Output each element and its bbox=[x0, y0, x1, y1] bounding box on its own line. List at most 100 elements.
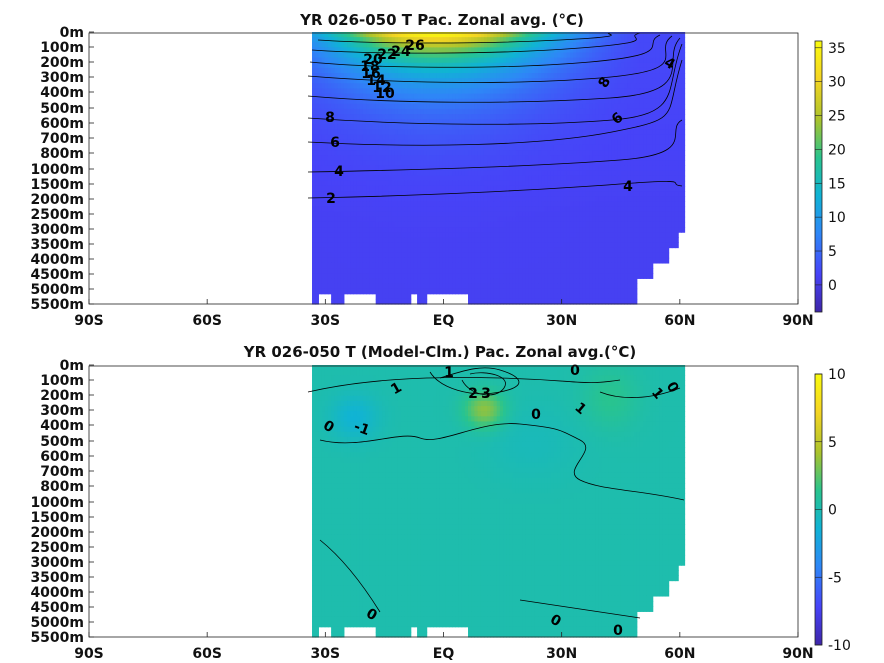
field-cell bbox=[312, 42, 316, 48]
field-cell bbox=[426, 93, 431, 100]
field-cell bbox=[455, 134, 460, 141]
field-cell bbox=[531, 42, 536, 48]
field-cell bbox=[401, 47, 405, 54]
field-cell bbox=[503, 150, 507, 156]
field-cell bbox=[589, 129, 593, 136]
field-cell bbox=[563, 129, 568, 136]
field-cell bbox=[646, 78, 651, 84]
field-cell bbox=[601, 155, 606, 161]
field-cell bbox=[534, 150, 539, 156]
field-cell bbox=[643, 37, 647, 43]
field-cell bbox=[633, 119, 638, 125]
field-cell bbox=[480, 37, 485, 43]
field-cell bbox=[426, 88, 431, 95]
field-cell bbox=[589, 37, 593, 43]
field-cell bbox=[417, 160, 421, 167]
field-cell bbox=[598, 119, 603, 125]
field-cell bbox=[388, 88, 393, 95]
field-cell bbox=[312, 32, 316, 38]
field-cell bbox=[659, 160, 663, 167]
field-cell bbox=[522, 42, 526, 48]
field-cell bbox=[541, 73, 546, 79]
field-cell bbox=[480, 103, 485, 110]
field-cell bbox=[321, 47, 326, 54]
field-cell bbox=[315, 37, 319, 43]
field-cell bbox=[528, 78, 533, 84]
field-cell bbox=[566, 52, 571, 59]
field-cell bbox=[324, 73, 329, 79]
field-cell bbox=[576, 83, 581, 90]
field-cell bbox=[643, 52, 647, 59]
field-cell bbox=[420, 103, 425, 110]
field-cell bbox=[474, 78, 479, 84]
field-cell bbox=[503, 139, 507, 146]
field-cell bbox=[426, 155, 431, 161]
field-cell bbox=[445, 114, 450, 120]
field-cell bbox=[448, 73, 453, 79]
field-cell bbox=[401, 139, 405, 146]
field-cell bbox=[573, 42, 577, 48]
field-cell bbox=[343, 155, 348, 161]
field-cell bbox=[327, 47, 332, 54]
field-cell bbox=[553, 160, 558, 167]
field-cell bbox=[659, 52, 663, 59]
field-cell bbox=[372, 78, 377, 84]
field-cell bbox=[617, 139, 622, 146]
field-cell bbox=[382, 47, 386, 54]
field-cell bbox=[496, 108, 501, 115]
field-cell bbox=[429, 129, 434, 136]
field-cell bbox=[461, 134, 466, 141]
field-cell bbox=[614, 160, 619, 167]
field-cell bbox=[595, 32, 600, 38]
field-cell bbox=[347, 108, 351, 115]
field-cell bbox=[515, 88, 520, 95]
field-cell bbox=[461, 98, 466, 105]
field-cell bbox=[439, 129, 444, 136]
field-cell bbox=[547, 124, 552, 131]
field-cell bbox=[407, 124, 412, 131]
field-cell bbox=[410, 108, 415, 115]
field-cell bbox=[499, 124, 504, 131]
field-cell bbox=[681, 67, 686, 74]
field-cell bbox=[417, 108, 421, 115]
field-cell bbox=[518, 42, 523, 48]
field-cell bbox=[458, 119, 463, 125]
field-cell bbox=[404, 57, 409, 64]
field-cell bbox=[347, 114, 351, 120]
field-cell bbox=[512, 67, 517, 74]
field-cell bbox=[445, 42, 450, 48]
field-cell bbox=[315, 155, 319, 161]
field-cell bbox=[541, 134, 546, 141]
field-cell bbox=[668, 160, 673, 167]
field-cell bbox=[579, 42, 584, 48]
field-cell bbox=[639, 108, 644, 115]
field-cell bbox=[633, 139, 638, 146]
field-cell bbox=[515, 78, 520, 84]
field-cell bbox=[646, 119, 651, 125]
field-cell bbox=[534, 73, 539, 79]
field-cell bbox=[350, 155, 354, 161]
field-cell bbox=[423, 73, 428, 79]
field-cell bbox=[471, 42, 475, 48]
field-cell bbox=[620, 78, 625, 84]
field-cell bbox=[604, 78, 609, 84]
field-cell bbox=[636, 78, 641, 84]
field-cell bbox=[585, 134, 590, 141]
field-cell bbox=[407, 134, 412, 141]
field-cell bbox=[620, 93, 625, 100]
field-cell bbox=[426, 42, 431, 48]
field-cell bbox=[318, 88, 323, 95]
field-cell bbox=[369, 119, 374, 125]
field-cell bbox=[353, 42, 358, 48]
field-cell bbox=[318, 165, 323, 172]
field-cell bbox=[327, 103, 332, 110]
field-cell bbox=[385, 73, 390, 79]
field-cell bbox=[375, 103, 380, 110]
field-cell bbox=[579, 37, 584, 43]
field-cell bbox=[633, 93, 638, 100]
field-cell bbox=[356, 134, 361, 141]
field-cell bbox=[569, 150, 574, 156]
field-cell bbox=[496, 88, 501, 95]
field-cell bbox=[499, 134, 504, 141]
field-cell bbox=[503, 129, 507, 136]
